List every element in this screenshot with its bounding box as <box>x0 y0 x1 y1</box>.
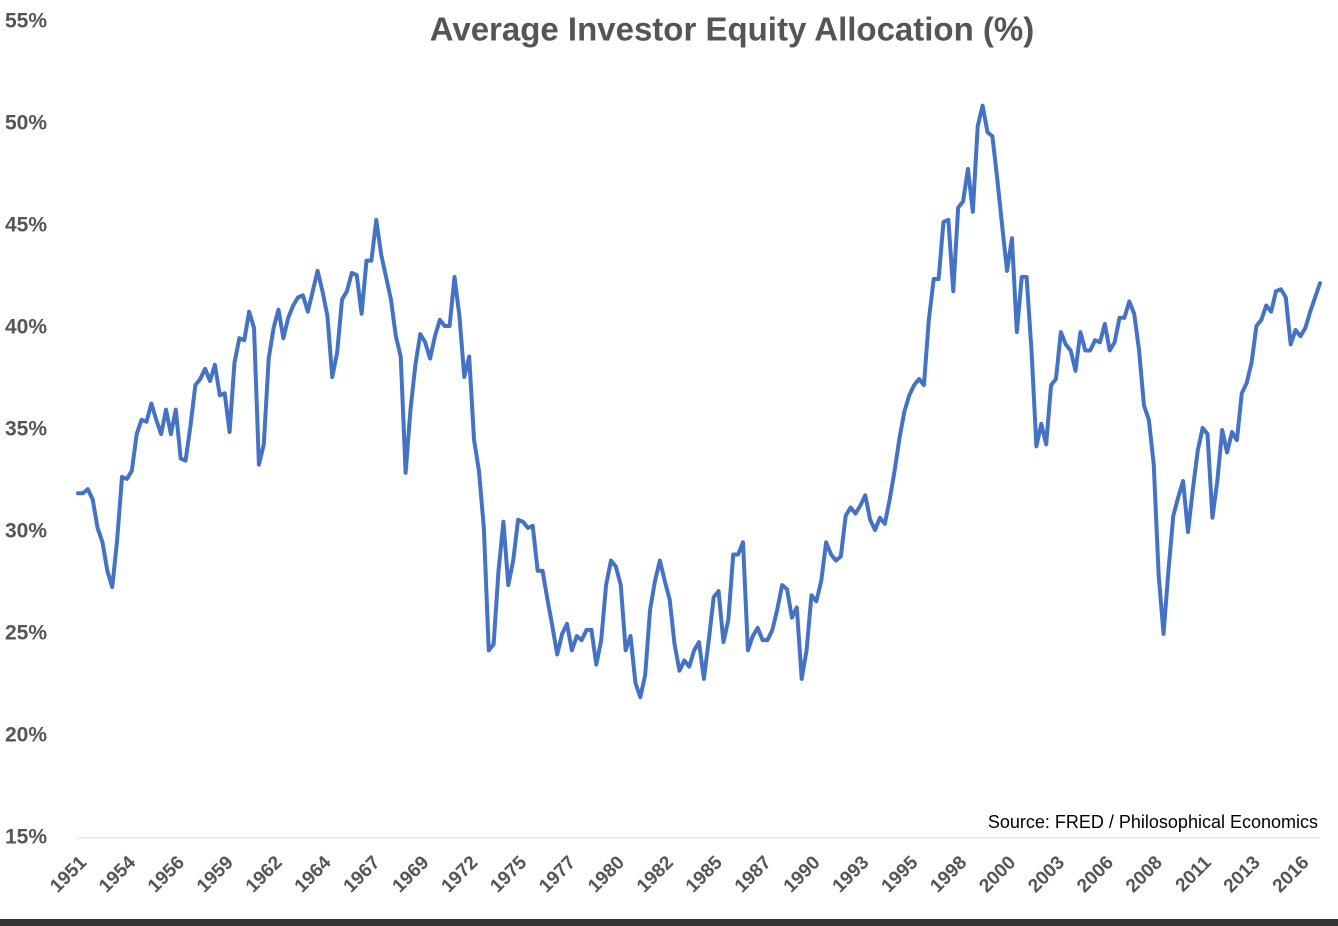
y-tick-label: 50% <box>5 112 47 135</box>
y-tick-label: 20% <box>5 724 47 747</box>
x-tick-label: 2013 <box>1220 852 1265 897</box>
x-tick-label: 2003 <box>1024 852 1069 897</box>
y-tick-label: 35% <box>5 418 47 441</box>
x-tick-label: 1975 <box>486 852 531 897</box>
x-tick-label: 1990 <box>780 852 825 897</box>
x-tick-label: 1959 <box>193 852 238 897</box>
x-tick-label: 1998 <box>926 852 971 897</box>
annotation: Source: FRED / Philosophical Economics <box>988 812 1318 832</box>
data-line <box>76 103 1322 700</box>
x-tick-label: 2011 <box>1172 852 1216 896</box>
x-tick-label: 2000 <box>975 852 1020 897</box>
x-tick-label: 1962 <box>242 852 287 897</box>
x-tick-label: 2006 <box>1073 852 1118 897</box>
x-tick-label: 1995 <box>878 852 923 897</box>
y-tick-label: 30% <box>5 520 47 543</box>
x-tick-label: 1967 <box>340 852 385 897</box>
x-tick-label: 2016 <box>1269 852 1314 897</box>
x-tick-label: 1951 <box>46 852 91 897</box>
x-tick-label: 2008 <box>1122 852 1167 897</box>
x-tick-label: 1993 <box>829 852 874 897</box>
x-tick-label: 1977 <box>535 852 580 897</box>
x-tick-label: 1982 <box>633 852 678 897</box>
x-tick-label: 1985 <box>682 852 727 897</box>
x-tick-label: 1956 <box>144 852 189 897</box>
y-tick-label: 40% <box>5 316 47 339</box>
x-tick-label: 1964 <box>291 852 336 897</box>
x-tick-label: 1980 <box>584 852 629 897</box>
y-tick-label: 45% <box>5 214 47 237</box>
y-tick-label: 55% <box>5 10 47 33</box>
y-tick-label: 25% <box>5 622 47 645</box>
x-tick-label: 1987 <box>731 852 776 897</box>
x-tick-label: 1972 <box>438 852 483 897</box>
x-tick-label: 1954 <box>95 852 140 897</box>
x-tick-label: 1969 <box>389 852 434 897</box>
bottom-bar <box>0 919 1338 926</box>
y-tick-label: 15% <box>5 826 47 849</box>
chart-title: Average Investor Equity Allocation (%) <box>430 11 1035 48</box>
